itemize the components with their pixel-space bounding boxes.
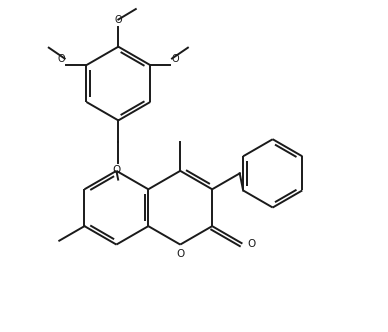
Text: O: O	[114, 15, 122, 25]
Text: O: O	[247, 239, 255, 249]
Text: O: O	[176, 249, 184, 259]
Text: O: O	[172, 54, 180, 64]
Text: O: O	[112, 165, 121, 175]
Text: O: O	[57, 54, 65, 64]
